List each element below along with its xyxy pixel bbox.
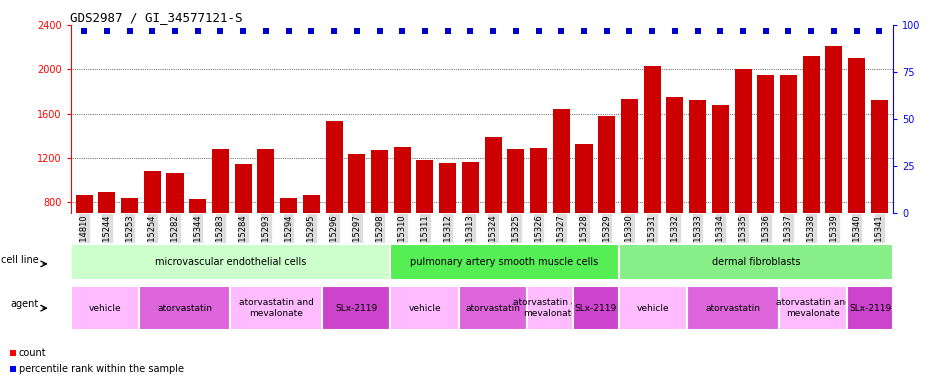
Text: atorvastatin: atorvastatin bbox=[465, 304, 521, 313]
Point bbox=[258, 28, 274, 34]
Text: vehicle: vehicle bbox=[88, 304, 121, 313]
Bar bbox=[734, 69, 752, 291]
Bar bbox=[803, 56, 820, 291]
Bar bbox=[712, 105, 728, 291]
Point bbox=[690, 28, 705, 34]
Point bbox=[372, 28, 387, 34]
Point bbox=[462, 28, 478, 34]
Bar bbox=[553, 109, 570, 291]
Point bbox=[622, 28, 637, 34]
Bar bbox=[394, 147, 411, 291]
Text: SLx-2119: SLx-2119 bbox=[575, 304, 618, 313]
Point bbox=[190, 28, 205, 34]
Bar bbox=[144, 171, 161, 291]
Text: atorvastatin: atorvastatin bbox=[706, 304, 760, 313]
Text: GDS2987 / GI_34577121-S: GDS2987 / GI_34577121-S bbox=[70, 11, 243, 24]
Bar bbox=[870, 100, 888, 291]
Point bbox=[145, 28, 160, 34]
Text: pulmonary artery smooth muscle cells: pulmonary artery smooth muscle cells bbox=[411, 257, 599, 267]
Bar bbox=[644, 66, 661, 291]
Point bbox=[576, 28, 591, 34]
Bar bbox=[598, 116, 616, 291]
Text: cell line: cell line bbox=[1, 255, 39, 265]
Bar bbox=[235, 164, 252, 291]
Point bbox=[826, 28, 841, 34]
Text: SLx-2119: SLx-2119 bbox=[849, 304, 891, 313]
Text: SLx-2119: SLx-2119 bbox=[335, 304, 377, 313]
Point bbox=[735, 28, 750, 34]
Text: percentile rank within the sample: percentile rank within the sample bbox=[19, 364, 183, 374]
Bar bbox=[575, 144, 592, 291]
Point bbox=[531, 28, 546, 34]
Text: microvascular endothelial cells: microvascular endothelial cells bbox=[155, 257, 306, 267]
Point bbox=[122, 28, 137, 34]
Bar bbox=[212, 149, 229, 291]
Text: atorvastatin and
mevalonate: atorvastatin and mevalonate bbox=[776, 298, 851, 318]
Point bbox=[804, 28, 819, 34]
Point bbox=[781, 28, 796, 34]
Point bbox=[849, 28, 864, 34]
Bar bbox=[758, 75, 775, 291]
Bar bbox=[508, 149, 525, 291]
Bar bbox=[666, 97, 683, 291]
Bar bbox=[280, 198, 297, 291]
Bar bbox=[121, 198, 138, 291]
Bar bbox=[371, 150, 388, 291]
Point bbox=[350, 28, 365, 34]
Point bbox=[326, 28, 341, 34]
Point bbox=[554, 28, 569, 34]
Bar bbox=[485, 137, 502, 291]
Bar bbox=[825, 46, 842, 291]
Point bbox=[395, 28, 410, 34]
Bar bbox=[348, 154, 366, 291]
Bar bbox=[75, 195, 93, 291]
Text: atorvastatin and
mevalonate: atorvastatin and mevalonate bbox=[513, 298, 588, 318]
Point bbox=[281, 28, 296, 34]
Point bbox=[713, 28, 728, 34]
Bar bbox=[848, 58, 865, 291]
Point bbox=[440, 28, 455, 34]
Text: vehicle: vehicle bbox=[636, 304, 669, 313]
Bar bbox=[621, 99, 638, 291]
Bar bbox=[258, 149, 274, 291]
Bar bbox=[530, 148, 547, 291]
Text: atorvastatin and
mevalonate: atorvastatin and mevalonate bbox=[239, 298, 314, 318]
Point bbox=[304, 28, 319, 34]
Point bbox=[213, 28, 228, 34]
Bar bbox=[189, 199, 206, 291]
Bar bbox=[462, 162, 478, 291]
Point bbox=[645, 28, 660, 34]
Point bbox=[509, 28, 524, 34]
Point bbox=[417, 28, 432, 34]
Bar bbox=[689, 100, 706, 291]
Text: count: count bbox=[19, 348, 46, 358]
Bar bbox=[325, 121, 342, 291]
Bar bbox=[99, 192, 116, 291]
Point bbox=[759, 28, 774, 34]
Bar bbox=[416, 160, 433, 291]
Text: vehicle: vehicle bbox=[408, 304, 441, 313]
Text: dermal fibroblasts: dermal fibroblasts bbox=[712, 257, 800, 267]
Text: agent: agent bbox=[10, 299, 39, 309]
Point bbox=[100, 28, 115, 34]
Bar bbox=[303, 195, 320, 291]
Bar bbox=[439, 163, 456, 291]
Text: atorvastatin: atorvastatin bbox=[157, 304, 212, 313]
Bar bbox=[166, 173, 183, 291]
Point bbox=[486, 28, 501, 34]
Point bbox=[77, 28, 92, 34]
Point bbox=[667, 28, 682, 34]
Point bbox=[871, 28, 886, 34]
Point bbox=[236, 28, 251, 34]
Point bbox=[599, 28, 614, 34]
Point bbox=[167, 28, 182, 34]
Bar bbox=[780, 75, 797, 291]
